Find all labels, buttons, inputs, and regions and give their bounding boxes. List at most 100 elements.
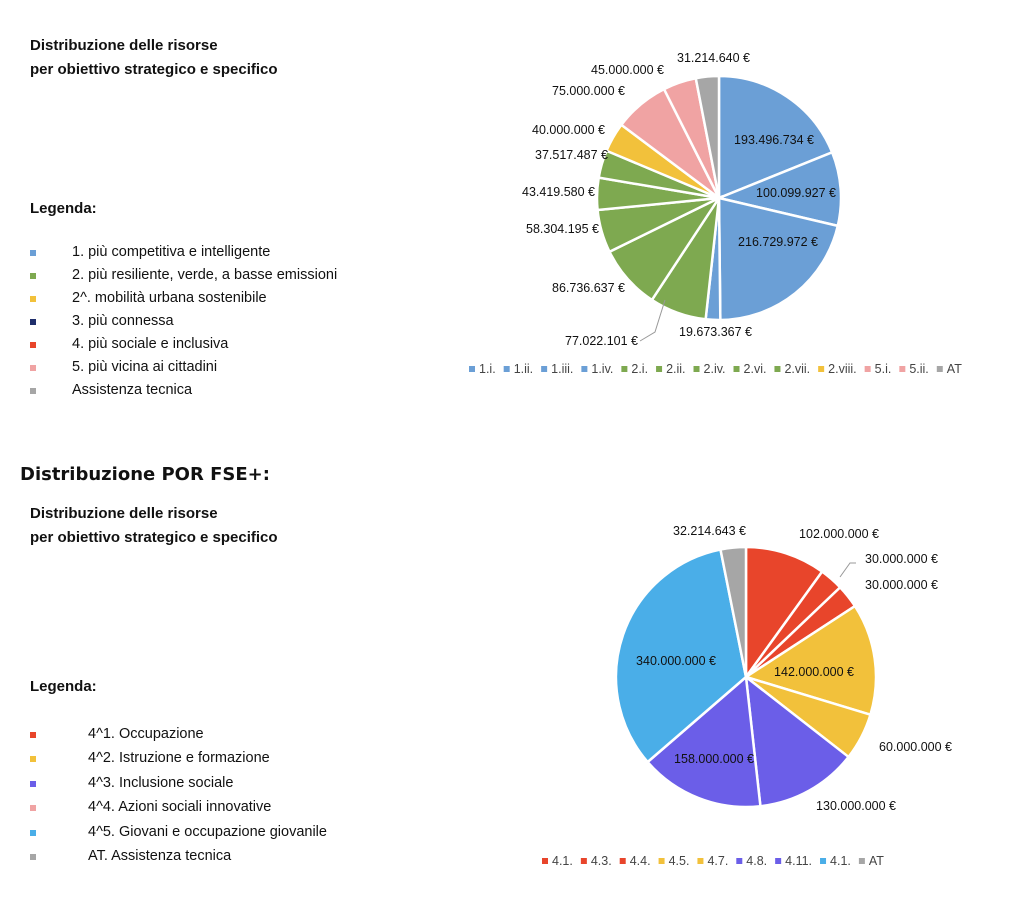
- fesr-subtitle-line2: per obiettivo strategico e specifico: [30, 61, 278, 78]
- fse-legend-swatch: [30, 756, 36, 763]
- chart-legend-swatch: [542, 858, 548, 864]
- pie-value-label: 193.496.734 €: [734, 133, 814, 147]
- chart-legend-swatch: [820, 858, 827, 864]
- fse-subtitle-line2: per obiettivo strategico e specifico: [30, 529, 278, 546]
- chart-legend-label: 1.ii.: [514, 362, 533, 376]
- chart-legend-label: 2.vii.: [784, 362, 810, 376]
- fesr-legend-label: 4. più sociale e inclusiva: [72, 336, 229, 352]
- fse-legend-swatch: [30, 829, 36, 836]
- fesr-legend-swatch: [30, 296, 36, 302]
- chart-legend-label: 4.4.: [630, 854, 651, 868]
- pie-value-label: 40.000.000 €: [532, 123, 605, 137]
- pie-value-label: 30.000.000 €: [865, 578, 938, 592]
- fesr-legend-label: 2^. mobilità urbana sostenibile: [72, 290, 267, 306]
- fesr-legend-swatch: [30, 342, 36, 348]
- chart-legend-label: 2.i.: [631, 362, 648, 376]
- fse-legend-swatch: [30, 854, 36, 860]
- chart-legend-swatch: [858, 858, 865, 864]
- chart-legend-label: 5.ii.: [909, 362, 928, 376]
- chart-legend-swatch: [656, 366, 663, 372]
- chart-legend-label: 4.8.: [746, 854, 767, 868]
- chart-legend-swatch: [621, 366, 628, 372]
- fesr-pie-chart: 193.496.734 € 100.099.927 € 216.729.972 € 1…: [469, 51, 962, 376]
- fesr-legend-swatch: [30, 273, 36, 279]
- pie-value-label: 340.000.000 €: [636, 654, 716, 668]
- fesr-legend-swatch: [30, 365, 36, 371]
- pie-value-label: 75.000.000 €: [552, 84, 625, 98]
- chart-legend-swatch: [774, 366, 781, 372]
- chart-legend-label: 4.1.: [552, 854, 573, 868]
- label-leader-line: [639, 299, 666, 342]
- chart-legend-label: 1.i.: [479, 362, 496, 376]
- pie-slice: [717, 74, 834, 200]
- pie-value-label: 32.214.643 €: [673, 524, 746, 538]
- pie-value-label: 60.000.000 €: [879, 740, 952, 754]
- pie-slice: [714, 150, 843, 228]
- fse-legend-label: 4^2. Istruzione e formazione: [88, 750, 270, 767]
- fse-subtitle-line1: Distribuzione delle risorse: [30, 505, 218, 522]
- fesr-legend-title: Legenda:: [30, 200, 97, 217]
- fesr-legend-label: 5. più vicina ai cittadini: [72, 359, 218, 375]
- pie-value-label: 86.736.637 €: [552, 281, 625, 295]
- chart-legend-label: AT: [947, 362, 962, 376]
- pie-slice: [743, 604, 878, 717]
- fesr-legend-swatch: [30, 319, 36, 325]
- chart-legend-label: 1.iv.: [591, 362, 613, 376]
- pie-value-label: 37.517.487 €: [535, 148, 608, 162]
- chart-legend-swatch: [580, 858, 587, 864]
- fesr-subtitle-line1: Distribuzione delle risorse: [30, 37, 218, 54]
- fse-legend-swatch: [30, 732, 36, 738]
- pie-value-label: 216.729.972 €: [738, 235, 818, 249]
- fesr-legend-label: 3. più connessa: [72, 313, 174, 329]
- fse-legend-label: 4^1. Occupazione: [88, 726, 204, 742]
- pie-slice: [614, 548, 748, 764]
- pie-slices: [595, 74, 843, 322]
- chart-legend-label: 4.1.: [830, 854, 851, 868]
- chart-legend-swatch: [736, 858, 743, 864]
- fesr-legend-swatch: [30, 388, 36, 394]
- chart-legend-label: 1.iii.: [551, 362, 573, 376]
- pie-value-label: 45.000.000 €: [591, 63, 664, 77]
- fesr-legend-label: Assistenza tecnica: [72, 382, 193, 398]
- chart-legend-label: 4.11.: [785, 854, 812, 868]
- pie-slice: [717, 196, 840, 322]
- pie-value-label: 102.000.000 €: [799, 527, 879, 541]
- pie-slice: [744, 545, 824, 681]
- chart-legend-swatch: [733, 366, 740, 372]
- chart-legend-swatch: [469, 366, 475, 372]
- fse-legend-label: 4^4. Azioni sociali innovative: [88, 799, 272, 816]
- pie-value-label: 30.000.000 €: [865, 552, 938, 566]
- fse-legend-label: AT. Assistenza tecnica: [88, 848, 232, 864]
- fse-pie-chart: 102.000.000 € 30.000.000 € 30.000.000 € 142…: [542, 524, 952, 868]
- fesr-legend-label: 1. più competitiva e intelligente: [72, 244, 271, 260]
- pie-value-label: 130.000.000 €: [816, 799, 896, 813]
- pie-value-label: 43.419.580 €: [522, 185, 595, 199]
- pie-value-label: 77.022.101 €: [565, 334, 638, 348]
- chart-legend-swatch: [619, 858, 626, 864]
- pie-value-label: 142.000.000 €: [774, 665, 854, 679]
- chart-legend-label: 2.iv.: [704, 362, 726, 376]
- chart-legend-swatch: [818, 366, 825, 372]
- pie-value-label: 100.099.927 €: [756, 186, 836, 200]
- chart-legend-label: 4.5.: [669, 854, 690, 868]
- chart-legend-label: 5.i.: [875, 362, 892, 376]
- pie-value-label: 158.000.000 €: [674, 752, 754, 766]
- chart-legend-swatch: [541, 366, 548, 372]
- chart-legend-swatch: [697, 858, 704, 864]
- chart-legend-label: 2.ii.: [666, 362, 685, 376]
- pie-value-label: 58.304.195 €: [526, 222, 599, 236]
- label-leader-line: [839, 562, 856, 578]
- pie-slice: [744, 674, 851, 808]
- chart-legend-swatch: [693, 366, 700, 372]
- chart-legend-swatch: [864, 366, 871, 372]
- pie-slice: [694, 74, 721, 199]
- chart-legend-label: 4.3.: [591, 854, 612, 868]
- chart-legend-swatch: [936, 366, 943, 372]
- fse-legend-swatch: [30, 805, 36, 812]
- fesr-legend-label: 2. più resiliente, verde, a basse emissi…: [72, 267, 338, 283]
- chart-legend-label: 4.7.: [707, 854, 728, 868]
- fse-legend-label: 4^3. Inclusione sociale: [88, 774, 234, 791]
- fse-legend-title: Legenda:: [30, 678, 97, 695]
- fse-section-title: Distribuzione POR FSE+:: [20, 464, 270, 485]
- chart-legend-label: AT: [869, 854, 884, 868]
